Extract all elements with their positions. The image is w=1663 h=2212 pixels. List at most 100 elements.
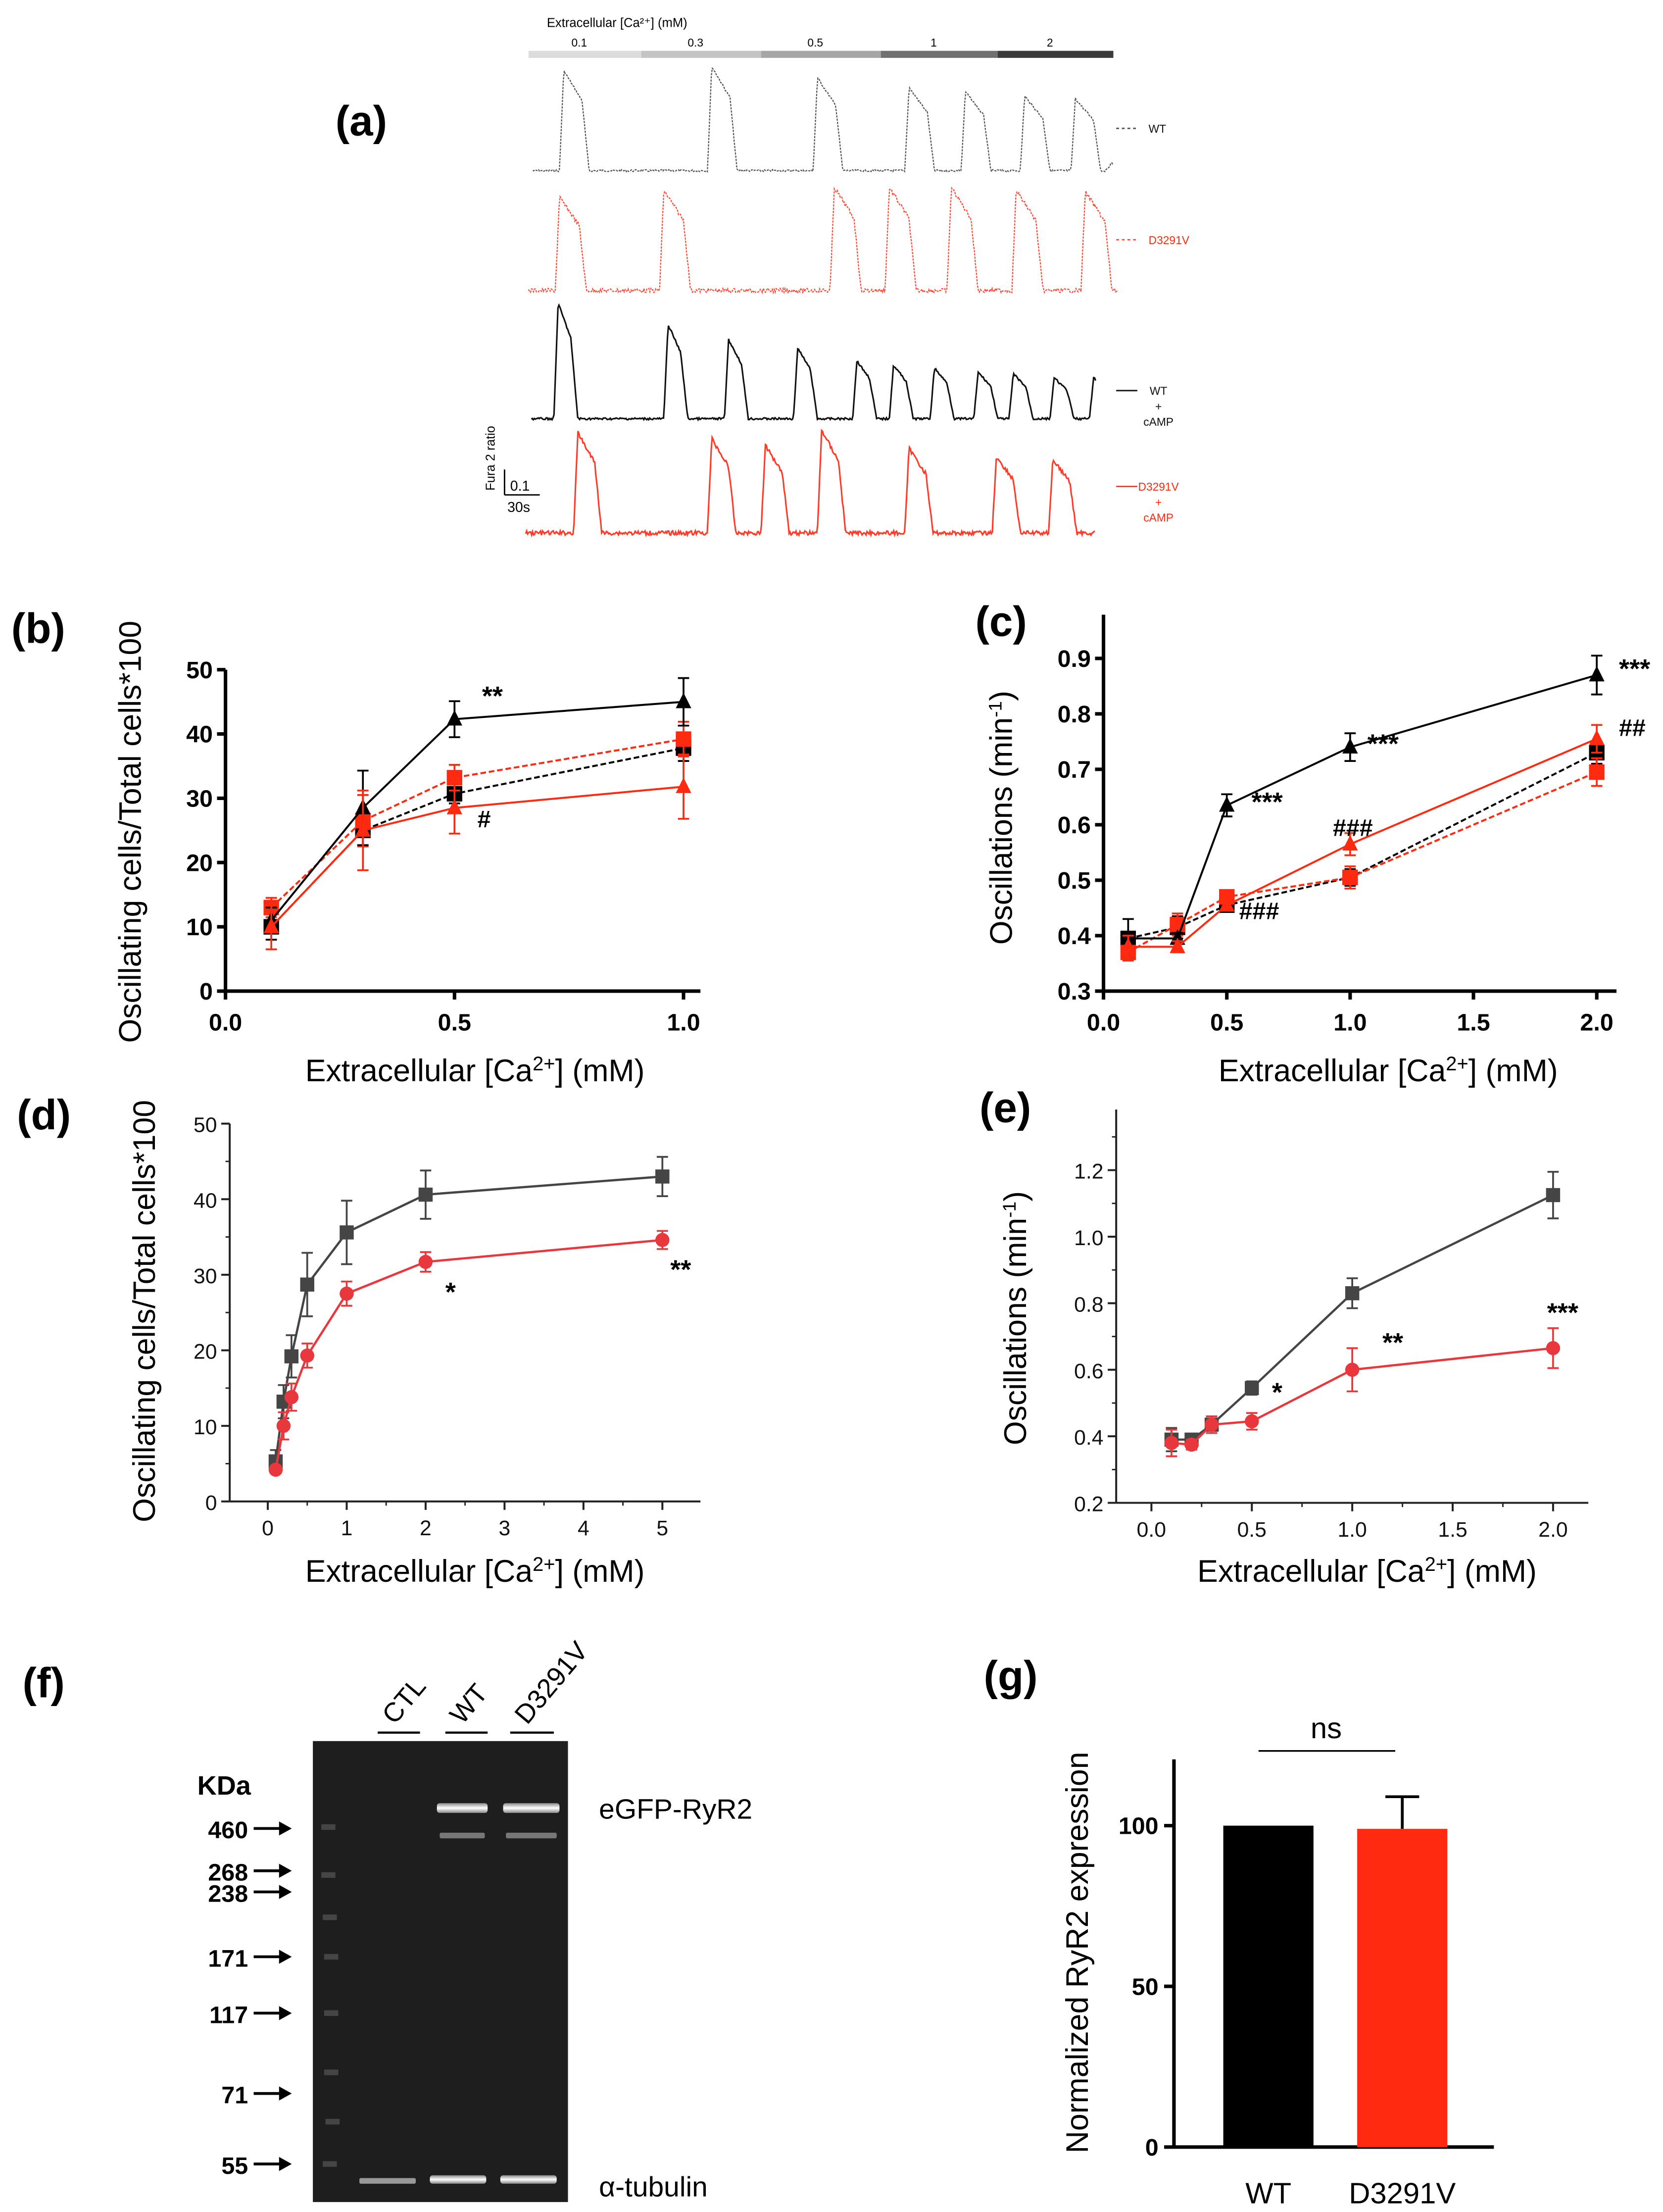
- series-line: [1127, 752, 1598, 940]
- data-point-triangle: [1170, 937, 1185, 954]
- x-tick-label: 1.5: [1438, 1518, 1467, 1542]
- conc-segment: [998, 50, 1114, 58]
- lane-label: CTL: [377, 1671, 432, 1729]
- x-tick-label: 0.5: [1210, 1009, 1243, 1036]
- x-axis-title: Extracellular [Ca2+] (mM): [305, 1053, 645, 1088]
- data-point-triangle: [676, 777, 691, 793]
- data-point-triangle: [676, 693, 691, 708]
- significance-annotation: ###: [1333, 814, 1373, 841]
- tubulin-band-d3291v: [500, 2175, 557, 2184]
- y-axis-title: Oscillating cells/Total cells*100: [113, 621, 148, 1043]
- arrow-head-icon: [279, 1821, 292, 1836]
- lane-label: WT: [444, 1678, 493, 1729]
- significance-annotation: **: [670, 1255, 691, 1284]
- x-tick-label: 1.0: [1333, 1009, 1367, 1036]
- lane-labels: CTL WT D3291V: [377, 1636, 594, 1734]
- marker-label: 71: [221, 2082, 248, 2109]
- ryr2-band-wt: [437, 1803, 488, 1813]
- data-point-circle: [268, 1462, 283, 1477]
- y-tick-label: 0.6: [1058, 812, 1091, 839]
- y-tick-label: 0.4: [1058, 923, 1091, 950]
- significance-annotation: ##: [1619, 715, 1646, 742]
- y-tick-label: 20: [186, 850, 213, 876]
- y-tick-label: 30: [186, 785, 213, 812]
- series-line: [1171, 1194, 1554, 1441]
- y-tick-label: 40: [194, 1189, 217, 1212]
- y-tick-label: 0.8: [1074, 1293, 1103, 1316]
- x-tick-label: 1.0: [667, 1009, 700, 1036]
- ladder-band: [324, 1954, 339, 1960]
- conc-label: 0.1: [571, 36, 587, 49]
- data-point-triangle: [446, 710, 462, 726]
- data-point-square: [1245, 1381, 1259, 1395]
- legend-label: WT: [1149, 122, 1166, 135]
- significance-annotation: *: [445, 1277, 456, 1307]
- significance-annotation: ***: [1368, 729, 1399, 758]
- data-point-square: [655, 1169, 670, 1184]
- arrow-head-icon: [279, 1863, 292, 1878]
- y-tick-label: 30: [194, 1264, 217, 1288]
- x-tick-label: 2.0: [1580, 1009, 1614, 1036]
- significance-annotation: #: [478, 806, 491, 833]
- data-point-circle: [1164, 1436, 1179, 1450]
- significance-annotation: **: [1382, 1328, 1403, 1357]
- marker-label: 55: [221, 2153, 248, 2179]
- y-tick-label: 0.7: [1058, 756, 1091, 783]
- series-line: [274, 1239, 663, 1470]
- y-tick-label: 0: [1145, 2134, 1159, 2161]
- marker-label: 460: [208, 1817, 248, 1844]
- x-tick-label: 3: [499, 1516, 511, 1540]
- ladder-band: [323, 1914, 337, 1920]
- series-line: [270, 701, 684, 921]
- y-tick-label: 100: [1119, 1813, 1159, 1840]
- concentration-bar: 0.1 0.3 0.5 1 2: [528, 36, 1114, 58]
- significance-annotation: *: [1272, 1378, 1282, 1408]
- marker-label: 171: [208, 1945, 248, 1972]
- arrow-head-icon: [279, 1885, 292, 1899]
- ladder-band: [321, 1824, 336, 1830]
- data-point-circle: [1204, 1417, 1219, 1432]
- x-tick-label: 0: [262, 1516, 274, 1540]
- y-axis-title: Oscillations (min-1): [998, 1191, 1033, 1445]
- x-tick-label: 0.0: [1137, 1518, 1166, 1542]
- y-tick-label: 0.2: [1074, 1493, 1103, 1516]
- data-point-circle: [1184, 1437, 1199, 1452]
- conc-label: 1: [930, 36, 937, 49]
- data-point-triangle: [355, 821, 371, 837]
- chart-c: 0.0 0.5 1.0 1.5 2.0 0.3 0.4 0.5 0.6 0.7 0.8 0.9 Extr…: [984, 614, 1650, 1088]
- legend-label: D3291V: [1149, 234, 1190, 247]
- tubulin-band-ctl: [359, 2178, 416, 2184]
- bar-wt: [1223, 1825, 1314, 2147]
- panel-label-e: (e): [979, 1085, 1031, 1132]
- data-point-square: [1589, 764, 1605, 780]
- significance-annotation: ***: [1252, 787, 1283, 817]
- ryr2-band-d3291v: [503, 1803, 560, 1813]
- y-tick-label: 0.4: [1074, 1426, 1103, 1450]
- arrow-head-icon: [279, 1950, 292, 1964]
- chart-g: 0 50 100 Normalized RyR2 expression WT D3291V…: [1060, 1711, 1494, 2210]
- legend-label: cAMP: [1143, 511, 1174, 524]
- data-point-triangle: [1589, 666, 1605, 682]
- data-point-circle: [1546, 1341, 1561, 1356]
- x-tick-label: 4: [578, 1516, 589, 1540]
- tubulin-band-wt: [430, 2175, 487, 2184]
- x-tick-label: 2: [420, 1516, 432, 1540]
- gel-bands: [321, 1803, 560, 2184]
- panel-label-c: (c): [975, 598, 1027, 645]
- conc-title: Extracellular [Ca²⁺] (mM): [547, 16, 687, 30]
- data-point-triangle: [446, 799, 462, 814]
- data-point-square: [1342, 869, 1358, 885]
- x-tick-label: 0.0: [1087, 1009, 1120, 1036]
- data-point-square: [676, 731, 691, 747]
- x-tick-label: 1.5: [1457, 1009, 1490, 1036]
- legend-label: WT: [1150, 384, 1167, 397]
- ryr2-minor-band-d3291v: [506, 1832, 557, 1839]
- y-tick-label: 0.6: [1074, 1359, 1103, 1383]
- marker-label: 238: [208, 1880, 248, 1907]
- arrow-head-icon: [279, 2086, 292, 2101]
- legend-label: cAMP: [1143, 415, 1174, 428]
- chart-b: 0.0 0.5 1.0 0 10 20 30 40 50 Extracellular [Ca2+]…: [113, 621, 701, 1088]
- x-tick-label: D3291V: [1349, 2177, 1456, 2210]
